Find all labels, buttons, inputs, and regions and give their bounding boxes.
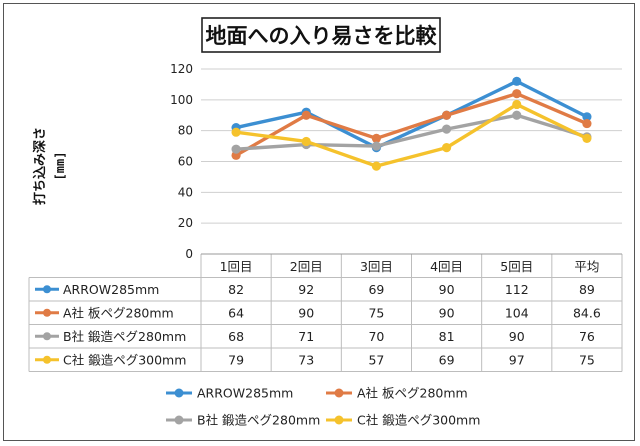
data-point [301, 110, 311, 120]
y-tick-label: 40 [178, 185, 193, 199]
x-category-label: 1回目 [220, 259, 253, 274]
series-line [235, 102, 588, 168]
table-legend-key-marker [43, 285, 51, 294]
data-table: 1回目 2回目 3回目 4回目 5回目 平均 ARROW285mm 82 92 69 90 112 89… [28, 253, 623, 372]
data-point [512, 99, 522, 110]
series-line [235, 91, 588, 157]
data-point [582, 112, 592, 122]
table-series-name: B社 鍛造ペグ280mm [63, 329, 186, 344]
table-cell-value: 75 [368, 305, 384, 320]
gridlines [201, 68, 622, 224]
table-cell-value: 70 [368, 329, 384, 344]
table-cell-value: 73 [298, 352, 314, 367]
table-cell-value: 84.6 [573, 305, 601, 320]
series-4 [231, 99, 592, 171]
table-cell-value: 82 [228, 282, 244, 297]
y-axis-unit: [mm] [53, 152, 67, 181]
data-point [582, 133, 592, 143]
legend-key-marker [174, 415, 184, 425]
legend-key-marker [174, 388, 184, 398]
table-legend-key-marker [43, 332, 51, 341]
data-point [441, 110, 452, 120]
table-cell-value: 68 [228, 329, 244, 344]
table-series-name: C社 鍛造ペグ300mm [63, 352, 186, 367]
legend-item: C社 鍛造ペグ300mm [326, 413, 480, 428]
y-axis-ticks: 0 20 40 60 80 100 120 [170, 62, 193, 261]
y-axis-label-group: 打ち込み深さ [mm] [32, 127, 67, 205]
table-cell-value: 76 [579, 329, 595, 344]
table-cell-value: 90 [298, 305, 314, 320]
series-line [235, 79, 588, 150]
table-cell-value: 81 [439, 329, 455, 344]
chart-title: 地面への入り易さを比較 [206, 24, 438, 48]
line-chart: 地面への入り易さを比較 打ち込み深さ [mm] 020406080100120 … [28, 17, 623, 428]
y-tick-label: 80 [178, 124, 193, 138]
data-point [582, 118, 592, 129]
table-legend-key-marker [43, 308, 51, 317]
data-point [441, 143, 452, 153]
legend-item: A社 板ペグ280mm [326, 386, 468, 401]
table-cell-value: 90 [509, 329, 525, 344]
y-tick-label: 0 [185, 247, 193, 261]
x-category-label: 2回目 [290, 259, 323, 274]
table-cell-value: 89 [579, 282, 595, 297]
table-cell-value: 79 [228, 352, 244, 367]
data-point [512, 76, 522, 86]
y-tick-label: 20 [178, 216, 193, 230]
data-point [441, 124, 452, 134]
table-series-name: ARROW285mm [63, 282, 159, 297]
legend-label: B社 鍛造ペグ280mm [197, 413, 320, 428]
chart-frame: 地面への入り易さを比較 打ち込み深さ [mm] 0 20 40 60 80 100 120 … [3, 3, 635, 441]
table-series-name: A社 板ペグ280mm [63, 305, 174, 320]
y-axis-label: 打ち込み深さ [32, 127, 48, 205]
legend-item: ARROW285mm [166, 386, 293, 401]
table-cell-value: 64 [228, 305, 244, 320]
data-point [301, 136, 311, 147]
table-cell-value: 57 [368, 352, 384, 367]
data-point [512, 89, 522, 99]
table-cell-value: 97 [509, 352, 525, 367]
legend-key-marker [334, 388, 344, 398]
x-category-label: 5回目 [500, 259, 533, 274]
legend-label: C社 鍛造ペグ300mm [357, 413, 480, 428]
table-cell-value: 90 [439, 282, 455, 297]
chart-title-box: 地面への入り易さを比較 [201, 17, 441, 53]
series-lines [231, 76, 592, 171]
legend-label: ARROW285mm [197, 386, 293, 401]
legend-item: B社 鍛造ペグ280mm [166, 413, 320, 428]
table-cell-value: 69 [368, 282, 384, 297]
data-point [231, 144, 241, 154]
data-point [231, 127, 241, 137]
x-category-label: 4回目 [430, 259, 463, 274]
data-point [371, 161, 382, 171]
table-cell-value: 90 [439, 305, 455, 320]
data-point [512, 110, 522, 120]
data-point [371, 133, 382, 143]
table-cell-value: 112 [505, 282, 529, 297]
data-point [371, 141, 382, 151]
table-cell-value: 104 [505, 305, 529, 320]
legend: ARROW285mm A社 板ペグ280mm B社 鍛造ペグ280mm C社 鍛造ペグ… [166, 386, 480, 428]
table-cell-value: 69 [439, 352, 455, 367]
table-cell-value: 71 [298, 329, 314, 344]
legend-key-marker [334, 415, 344, 425]
legend-label: A社 板ペグ280mm [357, 386, 468, 401]
y-tick-label: 100 [170, 93, 193, 107]
y-tick-label: 120 [170, 62, 193, 76]
x-category-label: 平均 [574, 259, 599, 274]
series-line [235, 113, 588, 151]
table-cell-value: 92 [298, 282, 314, 297]
table-legend-key-marker [43, 355, 51, 364]
x-category-label: 3回目 [360, 259, 393, 274]
table-cell-value: 75 [579, 352, 595, 367]
y-tick-label: 60 [178, 155, 193, 169]
